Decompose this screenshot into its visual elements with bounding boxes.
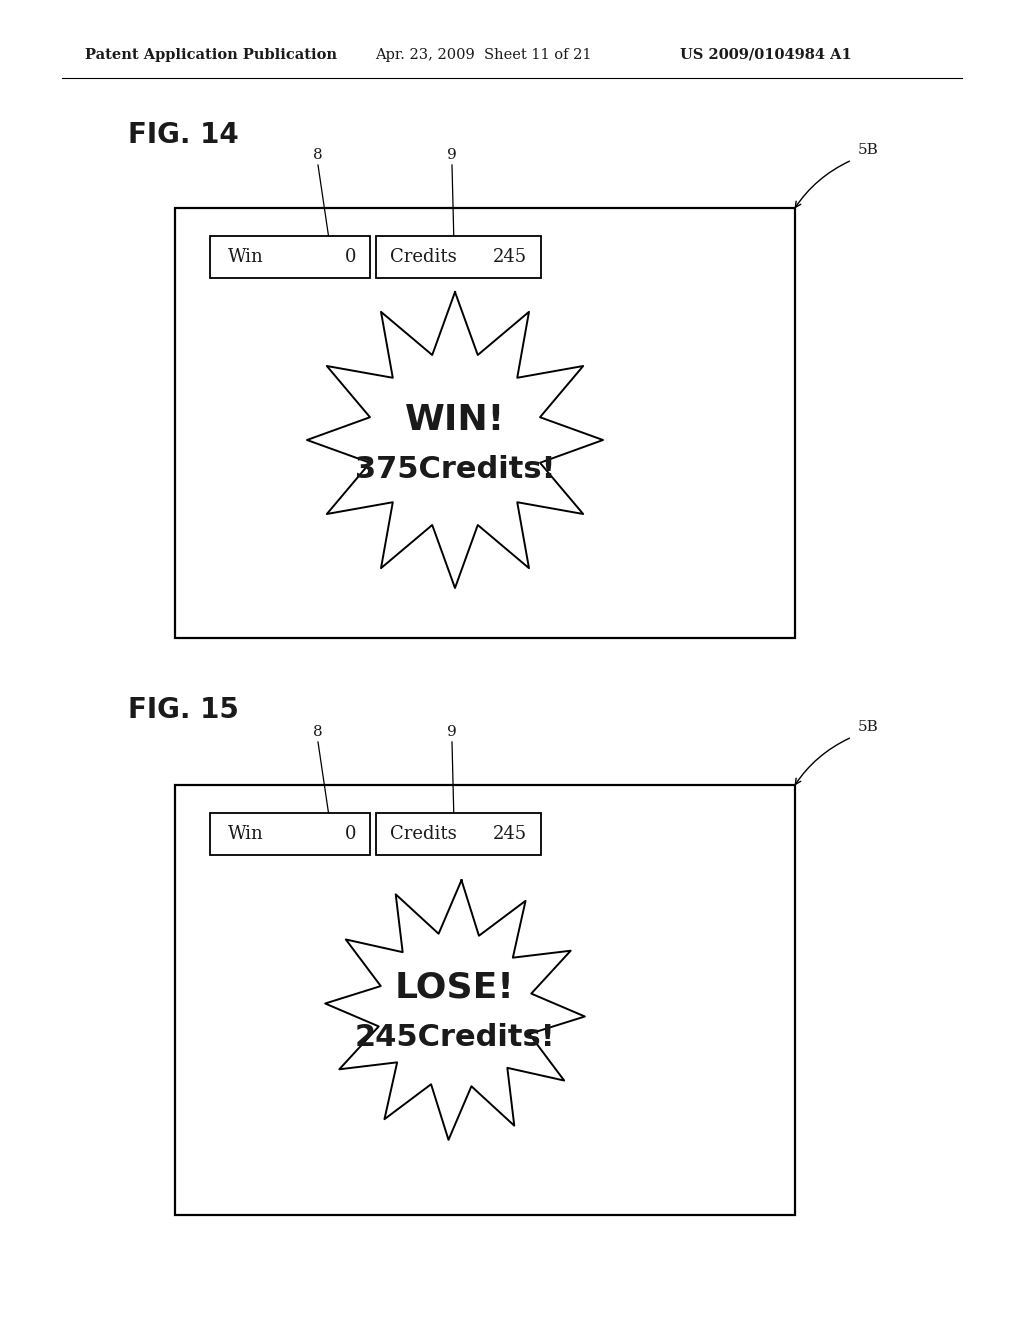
Text: 5B: 5B: [858, 143, 879, 157]
Bar: [210, 236, 370, 279]
Bar: [376, 813, 541, 855]
Text: LOSE!: LOSE!: [395, 972, 515, 1005]
Text: Credits: Credits: [390, 825, 457, 843]
Polygon shape: [307, 292, 603, 587]
Text: Credits: Credits: [390, 248, 457, 267]
Text: 8: 8: [313, 148, 323, 162]
Text: Win: Win: [228, 248, 264, 267]
Text: 9: 9: [447, 148, 457, 162]
Text: 245Credits!: 245Credits!: [354, 1023, 555, 1052]
Text: Win: Win: [228, 825, 264, 843]
Bar: [175, 209, 795, 638]
Text: 9: 9: [447, 725, 457, 739]
Text: FIG. 14: FIG. 14: [128, 121, 239, 149]
Text: 8: 8: [313, 725, 323, 739]
Text: Apr. 23, 2009  Sheet 11 of 21: Apr. 23, 2009 Sheet 11 of 21: [375, 48, 592, 62]
Bar: [210, 813, 370, 855]
Bar: [376, 236, 541, 279]
Text: 245: 245: [493, 825, 527, 843]
Text: 245: 245: [493, 248, 527, 267]
Text: US 2009/0104984 A1: US 2009/0104984 A1: [680, 48, 852, 62]
Text: FIG. 15: FIG. 15: [128, 696, 239, 723]
Text: 0: 0: [344, 248, 356, 267]
Text: 375Credits!: 375Credits!: [354, 455, 555, 484]
Text: 5B: 5B: [858, 719, 879, 734]
Polygon shape: [326, 880, 585, 1140]
Bar: [175, 785, 795, 1214]
Text: Patent Application Publication: Patent Application Publication: [85, 48, 337, 62]
Text: 0: 0: [344, 825, 356, 843]
Text: WIN!: WIN!: [404, 403, 505, 437]
